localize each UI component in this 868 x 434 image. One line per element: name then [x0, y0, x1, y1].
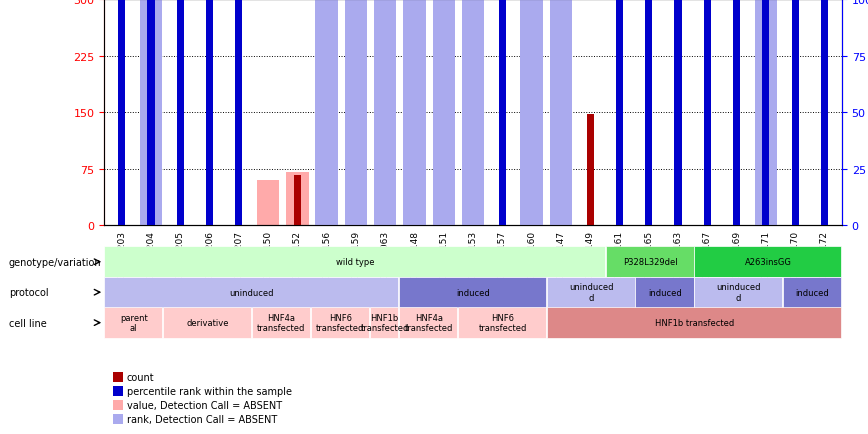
- Bar: [821, 68, 828, 226]
- Bar: [549, 109, 572, 226]
- Text: uninduced: uninduced: [229, 288, 274, 297]
- Text: wild type: wild type: [336, 258, 374, 266]
- Bar: [645, 68, 653, 226]
- Bar: [792, 0, 799, 226]
- Text: parent
al: parent al: [120, 313, 148, 332]
- Bar: [762, 0, 769, 226]
- Text: HNF1b transfected: HNF1b transfected: [654, 319, 734, 327]
- Bar: [616, 0, 623, 226]
- Text: count: count: [127, 372, 155, 382]
- Text: P328L329del: P328L329del: [623, 258, 677, 266]
- Bar: [206, 0, 214, 226]
- Text: HNF6
transfected: HNF6 transfected: [316, 313, 365, 332]
- Bar: [315, 128, 338, 226]
- Bar: [462, 114, 484, 226]
- Bar: [733, 0, 740, 226]
- Bar: [140, 0, 162, 226]
- Bar: [462, 0, 484, 226]
- Bar: [733, 68, 740, 226]
- Bar: [118, 68, 125, 226]
- Text: HNF1b
transfected: HNF1b transfected: [360, 313, 409, 332]
- Bar: [374, 49, 397, 226]
- Text: HNF6
transfected: HNF6 transfected: [478, 313, 527, 332]
- Bar: [374, 0, 397, 226]
- Bar: [821, 0, 828, 226]
- Bar: [587, 115, 594, 226]
- Text: HNF4a
transfected: HNF4a transfected: [404, 313, 453, 332]
- Text: A263insGG: A263insGG: [745, 258, 792, 266]
- Bar: [345, 128, 367, 226]
- Bar: [345, 0, 367, 226]
- Bar: [206, 114, 214, 226]
- Bar: [549, 0, 572, 226]
- Bar: [432, 109, 455, 226]
- Bar: [704, 0, 711, 226]
- Bar: [293, 175, 301, 226]
- Text: genotype/variation: genotype/variation: [9, 257, 102, 267]
- Bar: [792, 102, 799, 226]
- Text: cell line: cell line: [9, 318, 46, 328]
- Bar: [235, 56, 242, 226]
- Text: derivative: derivative: [187, 319, 228, 327]
- Text: induced: induced: [457, 288, 490, 297]
- Text: induced: induced: [648, 288, 681, 297]
- Bar: [499, 0, 506, 226]
- Text: protocol: protocol: [9, 288, 49, 297]
- Text: uninduced
d: uninduced d: [569, 283, 614, 302]
- Text: percentile rank within the sample: percentile rank within the sample: [127, 386, 292, 396]
- Text: rank, Detection Call = ABSENT: rank, Detection Call = ABSENT: [127, 414, 277, 424]
- Bar: [616, 68, 623, 226]
- Bar: [674, 68, 681, 226]
- Bar: [140, 98, 162, 226]
- Bar: [520, 0, 542, 226]
- Bar: [645, 0, 653, 226]
- Text: value, Detection Call = ABSENT: value, Detection Call = ABSENT: [127, 400, 282, 410]
- Bar: [286, 173, 309, 226]
- Bar: [148, 0, 155, 226]
- Bar: [754, 0, 777, 226]
- Bar: [177, 113, 184, 226]
- Bar: [432, 0, 455, 226]
- Bar: [257, 181, 279, 226]
- Bar: [520, 117, 542, 226]
- Bar: [404, 120, 426, 226]
- Bar: [704, 64, 711, 226]
- Bar: [235, 0, 242, 226]
- Bar: [315, 0, 338, 226]
- Bar: [674, 0, 681, 226]
- Text: uninduced
d: uninduced d: [716, 283, 761, 302]
- Text: HNF4a
transfected: HNF4a transfected: [257, 313, 306, 332]
- Text: induced: induced: [796, 288, 829, 297]
- Bar: [177, 0, 184, 226]
- Bar: [404, 0, 426, 226]
- Bar: [499, 94, 506, 226]
- Bar: [118, 0, 125, 226]
- Bar: [754, 102, 777, 226]
